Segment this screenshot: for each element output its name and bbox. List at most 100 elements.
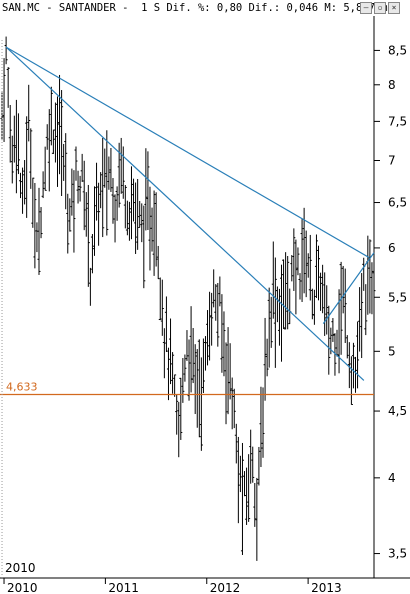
price-bar bbox=[193, 344, 197, 415]
price-bar bbox=[249, 429, 253, 484]
price-bar bbox=[12, 115, 16, 163]
price-bar bbox=[210, 292, 214, 346]
price-bar bbox=[142, 205, 146, 289]
price-bar bbox=[321, 264, 325, 314]
price-bar bbox=[41, 171, 45, 199]
price-bar bbox=[107, 156, 111, 190]
price-bar bbox=[372, 267, 376, 309]
price-bar bbox=[323, 272, 327, 336]
price-bar bbox=[166, 347, 170, 401]
y-tick-label: 5,5 bbox=[388, 290, 407, 304]
price-bar bbox=[224, 342, 228, 425]
price-bar bbox=[362, 257, 366, 291]
price-bar bbox=[282, 259, 286, 330]
price-bar bbox=[164, 296, 168, 352]
price-bar bbox=[140, 203, 144, 243]
price-bar bbox=[72, 170, 76, 253]
y-tick-label: 3,5 bbox=[388, 547, 407, 561]
minimize-icon[interactable]: – bbox=[360, 2, 372, 14]
price-bar bbox=[21, 167, 25, 214]
price-bar bbox=[317, 245, 321, 301]
price-bar bbox=[4, 36, 8, 65]
price-bar bbox=[343, 268, 347, 343]
price-bar bbox=[37, 187, 41, 275]
price-bar bbox=[234, 423, 238, 464]
price-bar bbox=[55, 96, 59, 187]
price-bar bbox=[220, 294, 224, 373]
price-bar bbox=[216, 283, 220, 347]
price-bar bbox=[255, 477, 259, 561]
price-bar bbox=[16, 113, 20, 175]
price-bar bbox=[29, 128, 33, 189]
y-tick-label: 4 bbox=[388, 471, 396, 485]
price-bar bbox=[25, 116, 29, 218]
price-bar bbox=[53, 102, 57, 163]
price-bar bbox=[132, 178, 136, 222]
price-bar bbox=[31, 177, 35, 228]
price-bar bbox=[230, 377, 234, 430]
price-bar bbox=[243, 471, 247, 497]
price-bar bbox=[58, 74, 62, 175]
price-bar bbox=[253, 482, 257, 527]
price-bar bbox=[304, 230, 308, 298]
price-bar bbox=[8, 104, 12, 163]
price-bar bbox=[345, 335, 349, 359]
price-bar bbox=[162, 328, 166, 379]
price-bar bbox=[298, 273, 302, 300]
price-bar bbox=[197, 339, 201, 438]
price-bar bbox=[90, 234, 94, 274]
price-bar bbox=[368, 239, 372, 314]
price-bar bbox=[271, 241, 275, 319]
price-bar bbox=[247, 454, 251, 522]
price-bar bbox=[177, 402, 181, 458]
price-bar bbox=[160, 279, 164, 336]
price-bar bbox=[129, 166, 133, 240]
trendline bbox=[5, 46, 365, 381]
price-bar bbox=[251, 446, 255, 483]
price-bar bbox=[109, 147, 113, 192]
x-tick-label: 2013 bbox=[311, 581, 342, 594]
price-bar bbox=[335, 329, 339, 357]
price-bar bbox=[312, 289, 316, 325]
price-bars bbox=[0, 36, 376, 561]
price-bar bbox=[294, 239, 298, 315]
y-tick-label: 4,5 bbox=[388, 404, 407, 418]
price-bar bbox=[364, 284, 368, 336]
price-bar bbox=[60, 90, 64, 197]
price-bar bbox=[6, 67, 10, 108]
price-bar bbox=[82, 160, 86, 231]
price-bar bbox=[99, 172, 103, 209]
price-bar bbox=[212, 269, 216, 308]
price-bar bbox=[0, 92, 4, 141]
price-bar bbox=[280, 264, 284, 362]
trendline bbox=[5, 46, 370, 258]
price-bar bbox=[146, 151, 150, 231]
price-bar bbox=[76, 170, 80, 204]
y-tick-label: 7 bbox=[388, 154, 396, 168]
close-icon[interactable]: × bbox=[388, 2, 400, 14]
price-bar bbox=[261, 387, 265, 458]
price-bar bbox=[185, 330, 189, 361]
price-bar bbox=[245, 467, 249, 525]
price-bar bbox=[288, 288, 292, 325]
price-bar bbox=[62, 143, 66, 181]
y-tick-label: 7,5 bbox=[388, 114, 407, 128]
price-bar bbox=[349, 356, 353, 406]
price-bar bbox=[226, 327, 230, 415]
price-bar bbox=[284, 252, 288, 330]
price-bar bbox=[105, 130, 109, 236]
x-tick-label: 2011 bbox=[108, 581, 139, 594]
price-bar bbox=[232, 388, 236, 429]
price-bar bbox=[265, 338, 269, 377]
price-bar bbox=[115, 186, 119, 221]
price-bar bbox=[173, 374, 177, 397]
price-bar bbox=[86, 184, 90, 287]
price-bar bbox=[148, 186, 152, 271]
price-bar bbox=[257, 446, 261, 486]
price-bar bbox=[88, 267, 92, 306]
price-bar bbox=[138, 200, 142, 228]
price-bar bbox=[84, 192, 88, 237]
price-bar bbox=[273, 257, 277, 368]
price-bar bbox=[267, 287, 271, 368]
restore-icon[interactable]: ▫ bbox=[374, 2, 386, 14]
